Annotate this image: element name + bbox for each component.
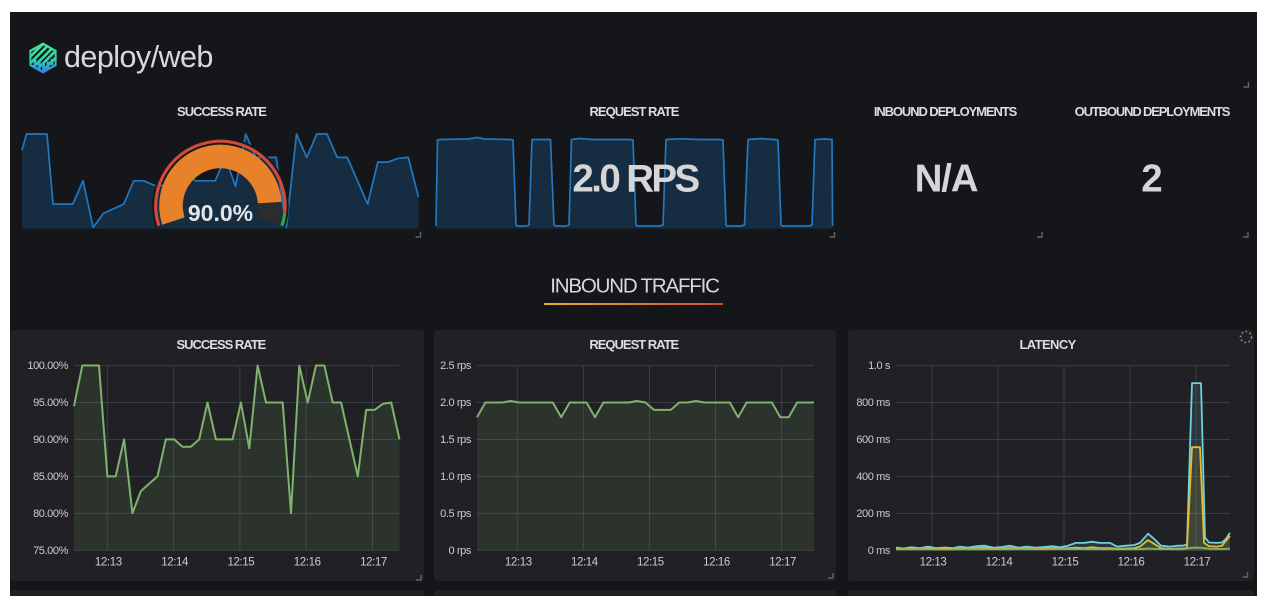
svg-text:600 ms: 600 ms [856,434,891,446]
svg-text:0 rps: 0 rps [449,545,472,557]
svg-text:12:17: 12:17 [1184,557,1211,569]
svg-text:12:17: 12:17 [360,557,387,569]
svg-text:12:13: 12:13 [505,557,532,569]
svg-text:1.5 rps: 1.5 rps [440,434,472,446]
svg-text:12:16: 12:16 [1118,557,1145,569]
svg-text:200 ms: 200 ms [856,508,891,520]
svg-text:800 ms: 800 ms [856,397,891,409]
svg-text:2.0 RPS: 2.0 RPS [572,158,699,201]
svg-text:12:16: 12:16 [703,557,730,569]
svg-text:95.00%: 95.00% [33,397,69,409]
svg-text:12:15: 12:15 [228,557,255,569]
svg-text:12:14: 12:14 [161,557,189,569]
svg-text:REQUEST RATE: REQUEST RATE [590,104,680,119]
svg-text:0 ms: 0 ms [868,545,891,557]
svg-text:12:13: 12:13 [95,557,122,569]
svg-text:2: 2 [1141,158,1162,201]
svg-text:2.0 rps: 2.0 rps [440,397,472,409]
svg-text:REQUEST RATE: REQUEST RATE [589,337,679,352]
svg-text:1.0 s: 1.0 s [868,360,891,372]
svg-text:85.00%: 85.00% [33,471,69,483]
svg-text:2.5 rps: 2.5 rps [440,360,472,372]
svg-text:12:15: 12:15 [1052,557,1079,569]
svg-text:12:16: 12:16 [294,557,321,569]
svg-text:N/A: N/A [915,158,978,201]
svg-text:90.00%: 90.00% [33,434,69,446]
svg-text:SUCCESS RATE: SUCCESS RATE [177,104,267,119]
svg-text:12:17: 12:17 [769,557,796,569]
svg-text:75.00%: 75.00% [33,545,69,557]
svg-text:INBOUND TRAFFIC: INBOUND TRAFFIC [550,275,720,298]
svg-text:400 ms: 400 ms [856,471,891,483]
svg-text:100.00%: 100.00% [27,360,68,372]
svg-text:12:15: 12:15 [637,557,664,569]
svg-text:0.5 rps: 0.5 rps [440,508,472,520]
svg-text:80.00%: 80.00% [33,508,69,520]
svg-text:12:14: 12:14 [571,557,599,569]
svg-text:deploy/web: deploy/web [64,40,213,74]
svg-text:90.0%: 90.0% [188,200,253,226]
svg-text:SUCCESS RATE: SUCCESS RATE [176,337,266,352]
svg-text:12:14: 12:14 [986,557,1014,569]
svg-text:12:13: 12:13 [920,557,947,569]
svg-text:1.0 rps: 1.0 rps [440,471,472,483]
svg-text:INBOUND DEPLOYMENTS: INBOUND DEPLOYMENTS [874,104,1018,119]
svg-text:LATENCY: LATENCY [1019,337,1076,352]
svg-text:OUTBOUND DEPLOYMENTS: OUTBOUND DEPLOYMENTS [1075,104,1231,119]
